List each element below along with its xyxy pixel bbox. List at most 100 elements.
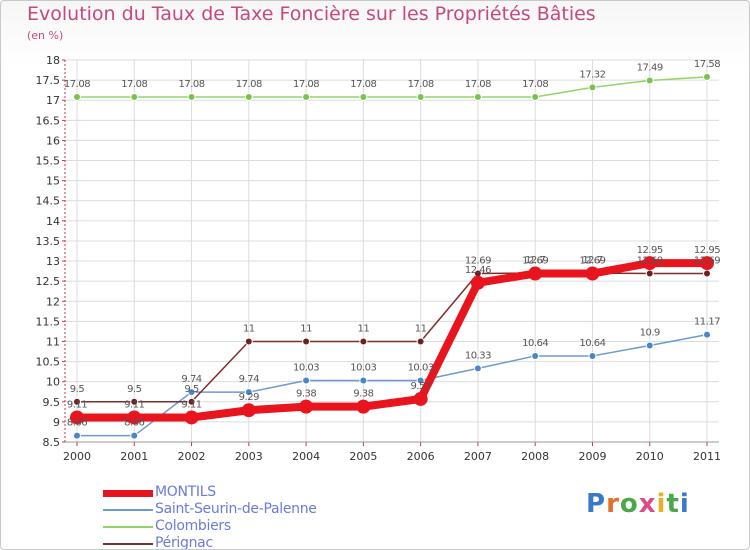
- x-tick-label: 2002: [178, 450, 206, 463]
- data-point-montils: [70, 410, 84, 425]
- x-tick-label: 2010: [636, 450, 664, 463]
- x-tick-label: 2006: [407, 450, 435, 463]
- data-label-montils: 9.57: [411, 381, 431, 392]
- data-label-perignac: 11: [415, 323, 427, 334]
- y-tick-label: 16.5: [36, 114, 61, 127]
- data-label-montils: 9.11: [181, 399, 201, 410]
- data-label-montils: 9.11: [124, 399, 144, 410]
- data-point-perignac: [302, 337, 311, 346]
- y-tick-label: 11.5: [36, 315, 61, 328]
- data-point-montils: [356, 399, 371, 414]
- x-tick-label: 2005: [349, 450, 377, 463]
- data-point-colombiers: [359, 92, 368, 101]
- data-label-saint-seurin: 9.74: [181, 374, 201, 385]
- data-label-colombiers: 17.08: [64, 79, 90, 90]
- data-label-saint-seurin: 11.17: [694, 317, 720, 328]
- data-point-saint-seurin: [703, 330, 711, 339]
- data-label-colombiers: 17.08: [465, 79, 491, 90]
- data-point-saint-seurin: [588, 351, 597, 360]
- data-label-montils: 9.38: [296, 389, 316, 400]
- x-tick-label: 2011: [693, 450, 721, 463]
- data-label-saint-seurin: 10.33: [465, 350, 491, 361]
- data-point-montils: [528, 266, 543, 281]
- y-tick-label: 17: [46, 94, 60, 107]
- data-point-colombiers: [130, 92, 139, 101]
- data-point-perignac: [703, 269, 711, 278]
- legend-label-montils: MONTILS: [155, 484, 216, 500]
- data-label-perignac: 11: [243, 323, 255, 334]
- data-label-saint-seurin: 9.74: [239, 374, 259, 385]
- data-label-saint-seurin: 8.66: [124, 418, 144, 429]
- data-label-perignac: 12.69: [694, 256, 720, 267]
- y-axis-unit: (en %): [27, 29, 64, 42]
- series-line-montils: [73, 259, 711, 422]
- chart-title: Evolution du Taux de Taxe Foncière sur l…: [27, 3, 596, 25]
- legend-swatch-colombiers: [103, 526, 153, 528]
- data-point-saint-seurin: [302, 376, 311, 385]
- data-point-montils: [241, 403, 256, 418]
- data-point-perignac: [244, 337, 253, 346]
- data-label-saint-seurin: 10.03: [293, 362, 319, 373]
- data-label-montils: 12.95: [637, 245, 663, 256]
- y-tick-label: 8.5: [43, 436, 61, 449]
- data-label-saint-seurin: 10.64: [579, 338, 605, 349]
- data-point-perignac: [73, 397, 81, 406]
- data-point-perignac: [359, 337, 368, 346]
- data-point-colombiers: [302, 92, 311, 101]
- data-point-perignac: [645, 269, 654, 278]
- data-label-colombiers: 17.58: [694, 59, 720, 70]
- data-point-colombiers: [244, 92, 253, 101]
- x-tick-label: 2003: [235, 450, 263, 463]
- data-point-colombiers: [187, 92, 196, 101]
- data-label-colombiers: 17.08: [236, 79, 262, 90]
- data-label-montils: 12.69: [579, 256, 605, 267]
- data-label-colombiers: 17.08: [178, 79, 204, 90]
- data-point-colombiers: [588, 83, 597, 92]
- data-label-colombiers: 17.49: [637, 63, 663, 74]
- x-tick-label: 2007: [464, 450, 492, 463]
- data-point-colombiers: [645, 76, 654, 85]
- x-tick-label: 2004: [292, 450, 320, 463]
- data-point-saint-seurin: [73, 431, 81, 440]
- data-label-perignac: 12.69: [637, 256, 663, 267]
- logo-letter: P: [586, 489, 607, 519]
- data-point-montils: [413, 391, 428, 406]
- y-tick-label: 10: [46, 376, 60, 389]
- y-tick-label: 18: [46, 54, 60, 67]
- data-label-saint-seurin: 10.9: [640, 327, 660, 338]
- legend-swatch-montils: [103, 490, 153, 497]
- data-point-saint-seurin: [416, 376, 425, 385]
- legend-swatch-perignac: [103, 543, 153, 545]
- data-point-montils: [127, 410, 142, 425]
- data-label-perignac: 11: [357, 323, 369, 334]
- x-tick-label: 2000: [63, 450, 91, 463]
- data-label-perignac: 12.7: [582, 255, 602, 266]
- y-tick-label: 16: [46, 134, 60, 147]
- y-tick-label: 11: [46, 335, 60, 348]
- data-label-colombiers: 17.08: [121, 79, 147, 90]
- data-label-colombiers: 17.32: [579, 69, 605, 80]
- data-label-colombiers: 17.08: [350, 79, 376, 90]
- y-tick-label: 13: [46, 255, 60, 268]
- data-point-saint-seurin: [531, 351, 540, 360]
- data-point-colombiers: [473, 92, 482, 101]
- legend-label-colombiers: Colombiers: [155, 518, 231, 534]
- data-label-perignac: 9.5: [184, 384, 199, 395]
- y-tick-label: 10.5: [36, 356, 61, 369]
- data-point-colombiers: [531, 92, 540, 101]
- data-label-montils: 12.95: [694, 245, 720, 256]
- data-label-colombiers: 17.08: [408, 79, 434, 90]
- data-point-montils: [299, 399, 314, 414]
- data-label-colombiers: 17.08: [293, 79, 319, 90]
- data-label-saint-seurin: 10.64: [522, 338, 548, 349]
- data-point-saint-seurin: [187, 388, 196, 397]
- data-label-perignac: 12.69: [465, 256, 491, 267]
- data-point-perignac: [416, 337, 425, 346]
- data-point-montils: [585, 266, 600, 281]
- y-tick-label: 12.5: [36, 275, 61, 288]
- logo-letter: o: [619, 489, 639, 519]
- y-tick-label: 14: [46, 215, 60, 228]
- data-point-perignac: [187, 397, 196, 406]
